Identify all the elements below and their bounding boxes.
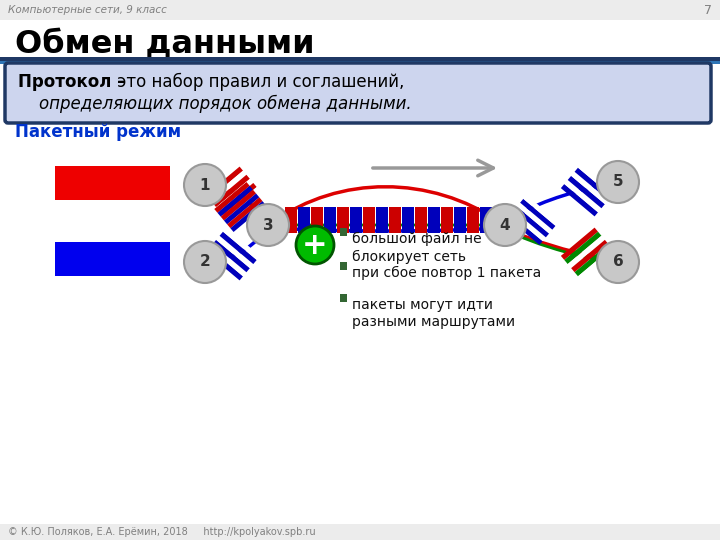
Bar — [210, 244, 246, 276]
Text: 2: 2 — [199, 254, 210, 269]
Bar — [227, 197, 263, 228]
Circle shape — [597, 161, 639, 203]
Bar — [217, 186, 253, 217]
Text: при сбое повтор 1 пакета: при сбое повтор 1 пакета — [352, 266, 541, 280]
Bar — [340, 262, 347, 270]
Bar — [340, 294, 347, 302]
Bar — [513, 206, 549, 237]
Bar — [508, 214, 543, 245]
Bar — [564, 180, 601, 212]
Bar — [55, 242, 170, 276]
Bar — [216, 179, 253, 211]
Bar — [480, 207, 492, 233]
Circle shape — [296, 226, 334, 264]
Bar — [324, 207, 336, 233]
Bar — [223, 187, 260, 219]
Text: +: + — [302, 231, 328, 260]
Bar — [0, 0, 720, 20]
Bar — [571, 240, 608, 272]
Bar — [350, 207, 362, 233]
Bar — [575, 244, 612, 276]
Bar — [223, 227, 260, 260]
Bar — [55, 166, 170, 200]
Bar — [230, 201, 266, 232]
Bar — [212, 175, 250, 207]
Bar — [578, 248, 615, 280]
Text: 7: 7 — [704, 3, 712, 17]
Bar — [340, 228, 347, 236]
Circle shape — [247, 204, 289, 246]
Bar — [376, 207, 388, 233]
Text: Обмен данными: Обмен данными — [15, 30, 315, 60]
Bar — [517, 202, 552, 233]
Bar — [221, 190, 256, 220]
Text: определяющих порядок обмена данными.: определяющих порядок обмена данными. — [18, 95, 412, 113]
Bar — [567, 236, 605, 268]
Bar — [212, 240, 250, 272]
Bar — [564, 232, 601, 264]
Bar — [224, 193, 259, 224]
Bar — [210, 171, 246, 203]
Text: © К.Ю. Поляков, Е.А. Ерёмин, 2018     http://kpolyakov.spb.ru: © К.Ю. Поляков, Е.А. Ерёмин, 2018 http:/… — [8, 527, 315, 537]
Bar — [337, 207, 349, 233]
Bar — [523, 195, 559, 226]
Bar — [220, 183, 257, 215]
Bar — [561, 184, 598, 217]
Bar — [311, 207, 323, 233]
Bar — [216, 236, 253, 268]
Bar — [402, 207, 414, 233]
Circle shape — [484, 204, 526, 246]
Bar — [428, 207, 440, 233]
Bar — [467, 207, 479, 233]
Bar — [0, 57, 720, 61]
Circle shape — [184, 164, 226, 206]
Text: Пакетный режим: Пакетный режим — [15, 123, 181, 141]
Bar — [510, 211, 546, 241]
Bar — [220, 232, 257, 264]
Bar — [567, 176, 605, 208]
Circle shape — [184, 241, 226, 283]
Bar — [454, 207, 466, 233]
Bar — [0, 61, 720, 64]
Bar — [561, 227, 598, 260]
Bar — [571, 172, 608, 204]
Bar — [285, 207, 297, 233]
Bar — [0, 524, 720, 540]
Text: 5: 5 — [613, 174, 624, 190]
Bar — [206, 167, 243, 199]
Text: Компьютерные сети, 9 класс: Компьютерные сети, 9 класс — [8, 5, 167, 15]
Text: 1: 1 — [199, 178, 210, 192]
Text: 4: 4 — [500, 218, 510, 233]
Text: это набор правил и соглашений,: это набор правил и соглашений, — [112, 73, 405, 91]
Bar — [298, 207, 310, 233]
Bar — [389, 207, 401, 233]
Bar — [415, 207, 427, 233]
FancyBboxPatch shape — [5, 63, 711, 123]
Bar — [520, 199, 556, 230]
Bar — [363, 207, 375, 233]
Bar — [578, 164, 615, 196]
Circle shape — [597, 241, 639, 283]
Text: пакеты могут идти
разными маршрутами: пакеты могут идти разными маршрутами — [352, 298, 515, 329]
Bar — [493, 207, 505, 233]
Text: 3: 3 — [263, 218, 274, 233]
Bar — [575, 168, 612, 200]
Text: 6: 6 — [613, 254, 624, 269]
Bar — [215, 182, 250, 213]
Text: большой файл не
блокирует сеть: большой файл не блокирует сеть — [352, 232, 482, 264]
Text: Протокол –: Протокол – — [18, 73, 125, 91]
Bar — [206, 248, 243, 280]
Bar — [441, 207, 453, 233]
